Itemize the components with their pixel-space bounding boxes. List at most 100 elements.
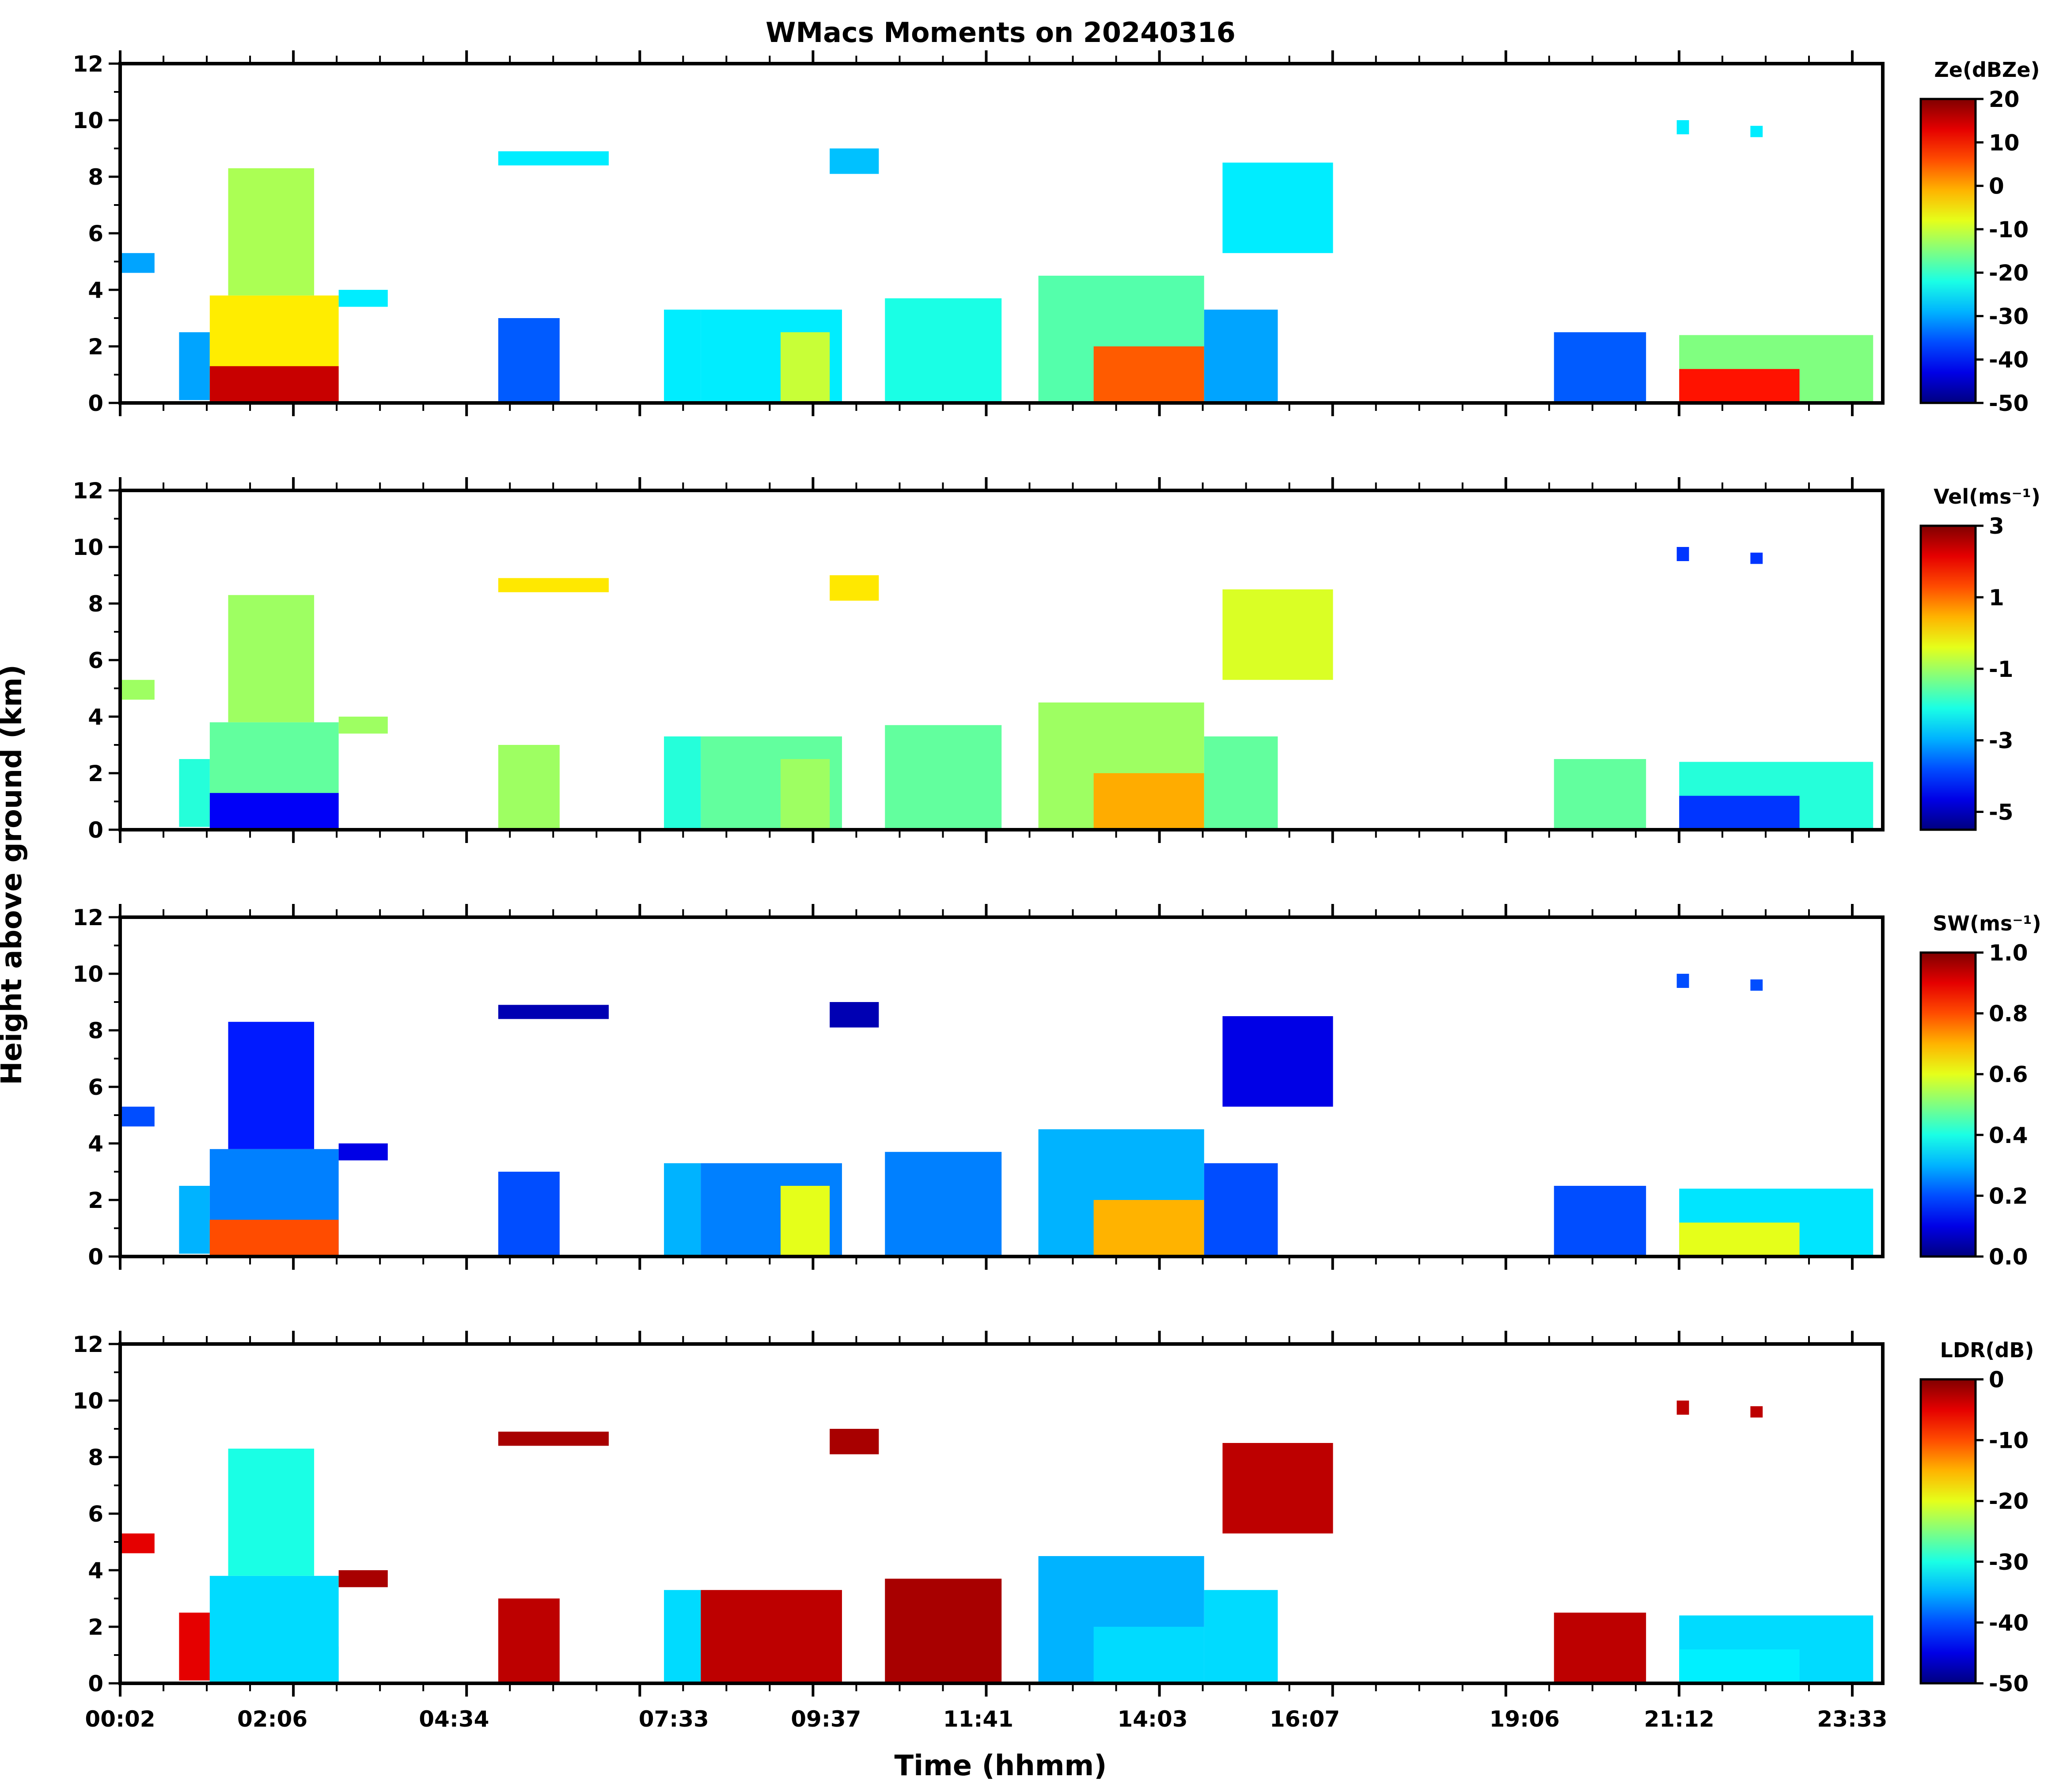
cloud-feature: [885, 1152, 1002, 1257]
cloud-feature: [781, 759, 830, 830]
colorbar-tick-label: 1: [1989, 585, 2004, 611]
y-tick-label: 12: [72, 51, 103, 77]
panel-ldr: 0 2 4 6 8 10 12 LDR(dB) 0 -10 -20 -30 -40 -50: [72, 1331, 2034, 1697]
x-tick-label: 02:06: [237, 1706, 307, 1732]
cloud-feature: [1676, 547, 1689, 561]
y-tick-label: 4: [88, 1558, 103, 1583]
x-tick-label: 11:41: [943, 1706, 1013, 1732]
colorbar-label: Vel(ms⁻¹): [1934, 485, 2040, 509]
cloud-feature: [1679, 369, 1800, 403]
cloud-feature: [338, 1143, 388, 1161]
y-tick-label: 0: [88, 1671, 103, 1697]
cloud-feature: [228, 1448, 315, 1576]
colorbar-tick-label: 0: [1989, 1367, 2004, 1393]
cloud-feature: [1222, 1443, 1333, 1534]
cloud-feature: [120, 253, 155, 273]
colorbar-tick-label: 0.6: [1989, 1062, 2028, 1087]
y-tick-label: 12: [72, 1332, 103, 1357]
cloud-feature: [1222, 163, 1333, 253]
cloud-feature: [209, 1219, 339, 1257]
cloud-feature: [1676, 974, 1689, 988]
panel-reflectivity: 0 2 4 6 8 10 12 Ze(dBZe) 20 10 0 -10 -20 -30 -40 -50: [72, 50, 2040, 416]
cloud-feature: [1204, 309, 1278, 403]
panel-data: [120, 974, 1873, 1257]
cloud-feature: [1679, 1649, 1800, 1683]
colorbar-tick-label: 10: [1989, 130, 2020, 156]
cloud-feature: [1679, 1223, 1800, 1257]
cloud-feature: [1554, 1613, 1646, 1683]
y-tick-label: 10: [72, 1388, 103, 1414]
cloud-feature: [830, 1002, 879, 1028]
y-tick-label: 4: [88, 277, 103, 303]
cloud-feature: [498, 578, 609, 592]
colorbar-tick-label: -40: [1989, 347, 2029, 373]
colorbar-label: LDR(dB): [1940, 1338, 2034, 1362]
y-tick-label: 6: [88, 1074, 103, 1100]
cloud-feature: [1093, 346, 1204, 403]
colorbar-ldr: [1919, 1378, 1977, 1685]
panel-velocity: 0 2 4 6 8 10 12 Vel(ms⁻¹) 3 1 -1 -3 -5: [72, 477, 2040, 843]
cloud-feature: [498, 745, 560, 830]
colorbar-tick-label: 3: [1989, 513, 2004, 539]
x-tick-label: 00:02: [85, 1706, 155, 1732]
cloud-feature: [338, 290, 388, 307]
x-tick-label: 09:37: [791, 1706, 861, 1732]
y-tick-label: 2: [88, 761, 103, 786]
x-tick-label: 21:12: [1644, 1706, 1714, 1732]
colorbar-tick-label: -50: [1989, 1671, 2029, 1697]
colorbar-spectral-width: [1919, 951, 1977, 1258]
cloud-feature: [209, 366, 339, 403]
cloud-feature: [1679, 796, 1800, 830]
y-tick-label: 6: [88, 648, 103, 673]
cloud-feature: [228, 1021, 315, 1149]
cloud-feature: [781, 1613, 830, 1683]
cloud-feature: [781, 332, 830, 403]
cloud-feature: [179, 332, 210, 400]
cloud-feature: [885, 298, 1002, 403]
panel-spectral-width: 0 2 4 6 8 10 12 SW(ms⁻¹) 1.0 0.8 0.6 0.4 0.2 0.0: [72, 904, 2041, 1270]
colorbar-tick-label: -30: [1989, 304, 2029, 329]
colorbar-tick-label: -10: [1989, 1428, 2029, 1454]
colorbar-tick-label: -20: [1989, 1488, 2029, 1514]
chart-title: WMacs Moments on 20240316: [766, 16, 1236, 49]
cloud-feature: [885, 725, 1002, 830]
cloud-feature: [664, 736, 701, 830]
cloud-feature: [1750, 979, 1763, 991]
y-tick-label: 4: [88, 704, 103, 730]
cloud-feature: [228, 168, 315, 296]
colorbar-tick-label: -1: [1989, 657, 2014, 682]
y-tick-label: 4: [88, 1131, 103, 1157]
cloud-feature: [209, 1646, 339, 1683]
x-tick-label: 14:03: [1117, 1706, 1187, 1732]
cloud-feature: [498, 1172, 560, 1257]
x-tick-label: 07:33: [639, 1706, 709, 1732]
cloud-feature: [498, 1598, 560, 1683]
cloud-feature: [664, 1163, 701, 1257]
cloud-feature: [781, 1186, 830, 1257]
cloud-feature: [1093, 1627, 1204, 1683]
colorbar-tick-label: -20: [1989, 260, 2029, 286]
cloud-feature: [664, 1590, 701, 1683]
colorbar-tick-label: -50: [1989, 391, 2029, 416]
colorbar-velocity: [1919, 524, 1977, 831]
y-tick-label: 0: [88, 391, 103, 416]
cloud-feature: [179, 1613, 210, 1681]
colorbar-tick-label: 0.8: [1989, 1001, 2028, 1027]
colorbar-tick-label: 0.0: [1989, 1244, 2028, 1270]
colorbar-tick-label: 20: [1989, 87, 2020, 112]
y-tick-label: 8: [88, 591, 103, 617]
colorbar-tick-label: -5: [1989, 800, 2014, 825]
cloud-feature: [830, 148, 879, 174]
y-axis-label: Height above ground (km): [0, 664, 28, 1085]
cloud-feature: [1750, 552, 1763, 564]
cloud-feature: [1093, 773, 1204, 830]
cloud-feature: [498, 1005, 609, 1019]
panel-data: [120, 1401, 1873, 1683]
cloud-feature: [664, 309, 701, 403]
x-tick-label: 23:33: [1817, 1706, 1887, 1732]
x-tick-label: 19:06: [1489, 1706, 1559, 1732]
colorbar-tick-label: -3: [1989, 728, 2014, 754]
colorbar-label: SW(ms⁻¹): [1933, 911, 2041, 935]
y-tick-label: 2: [88, 334, 103, 360]
